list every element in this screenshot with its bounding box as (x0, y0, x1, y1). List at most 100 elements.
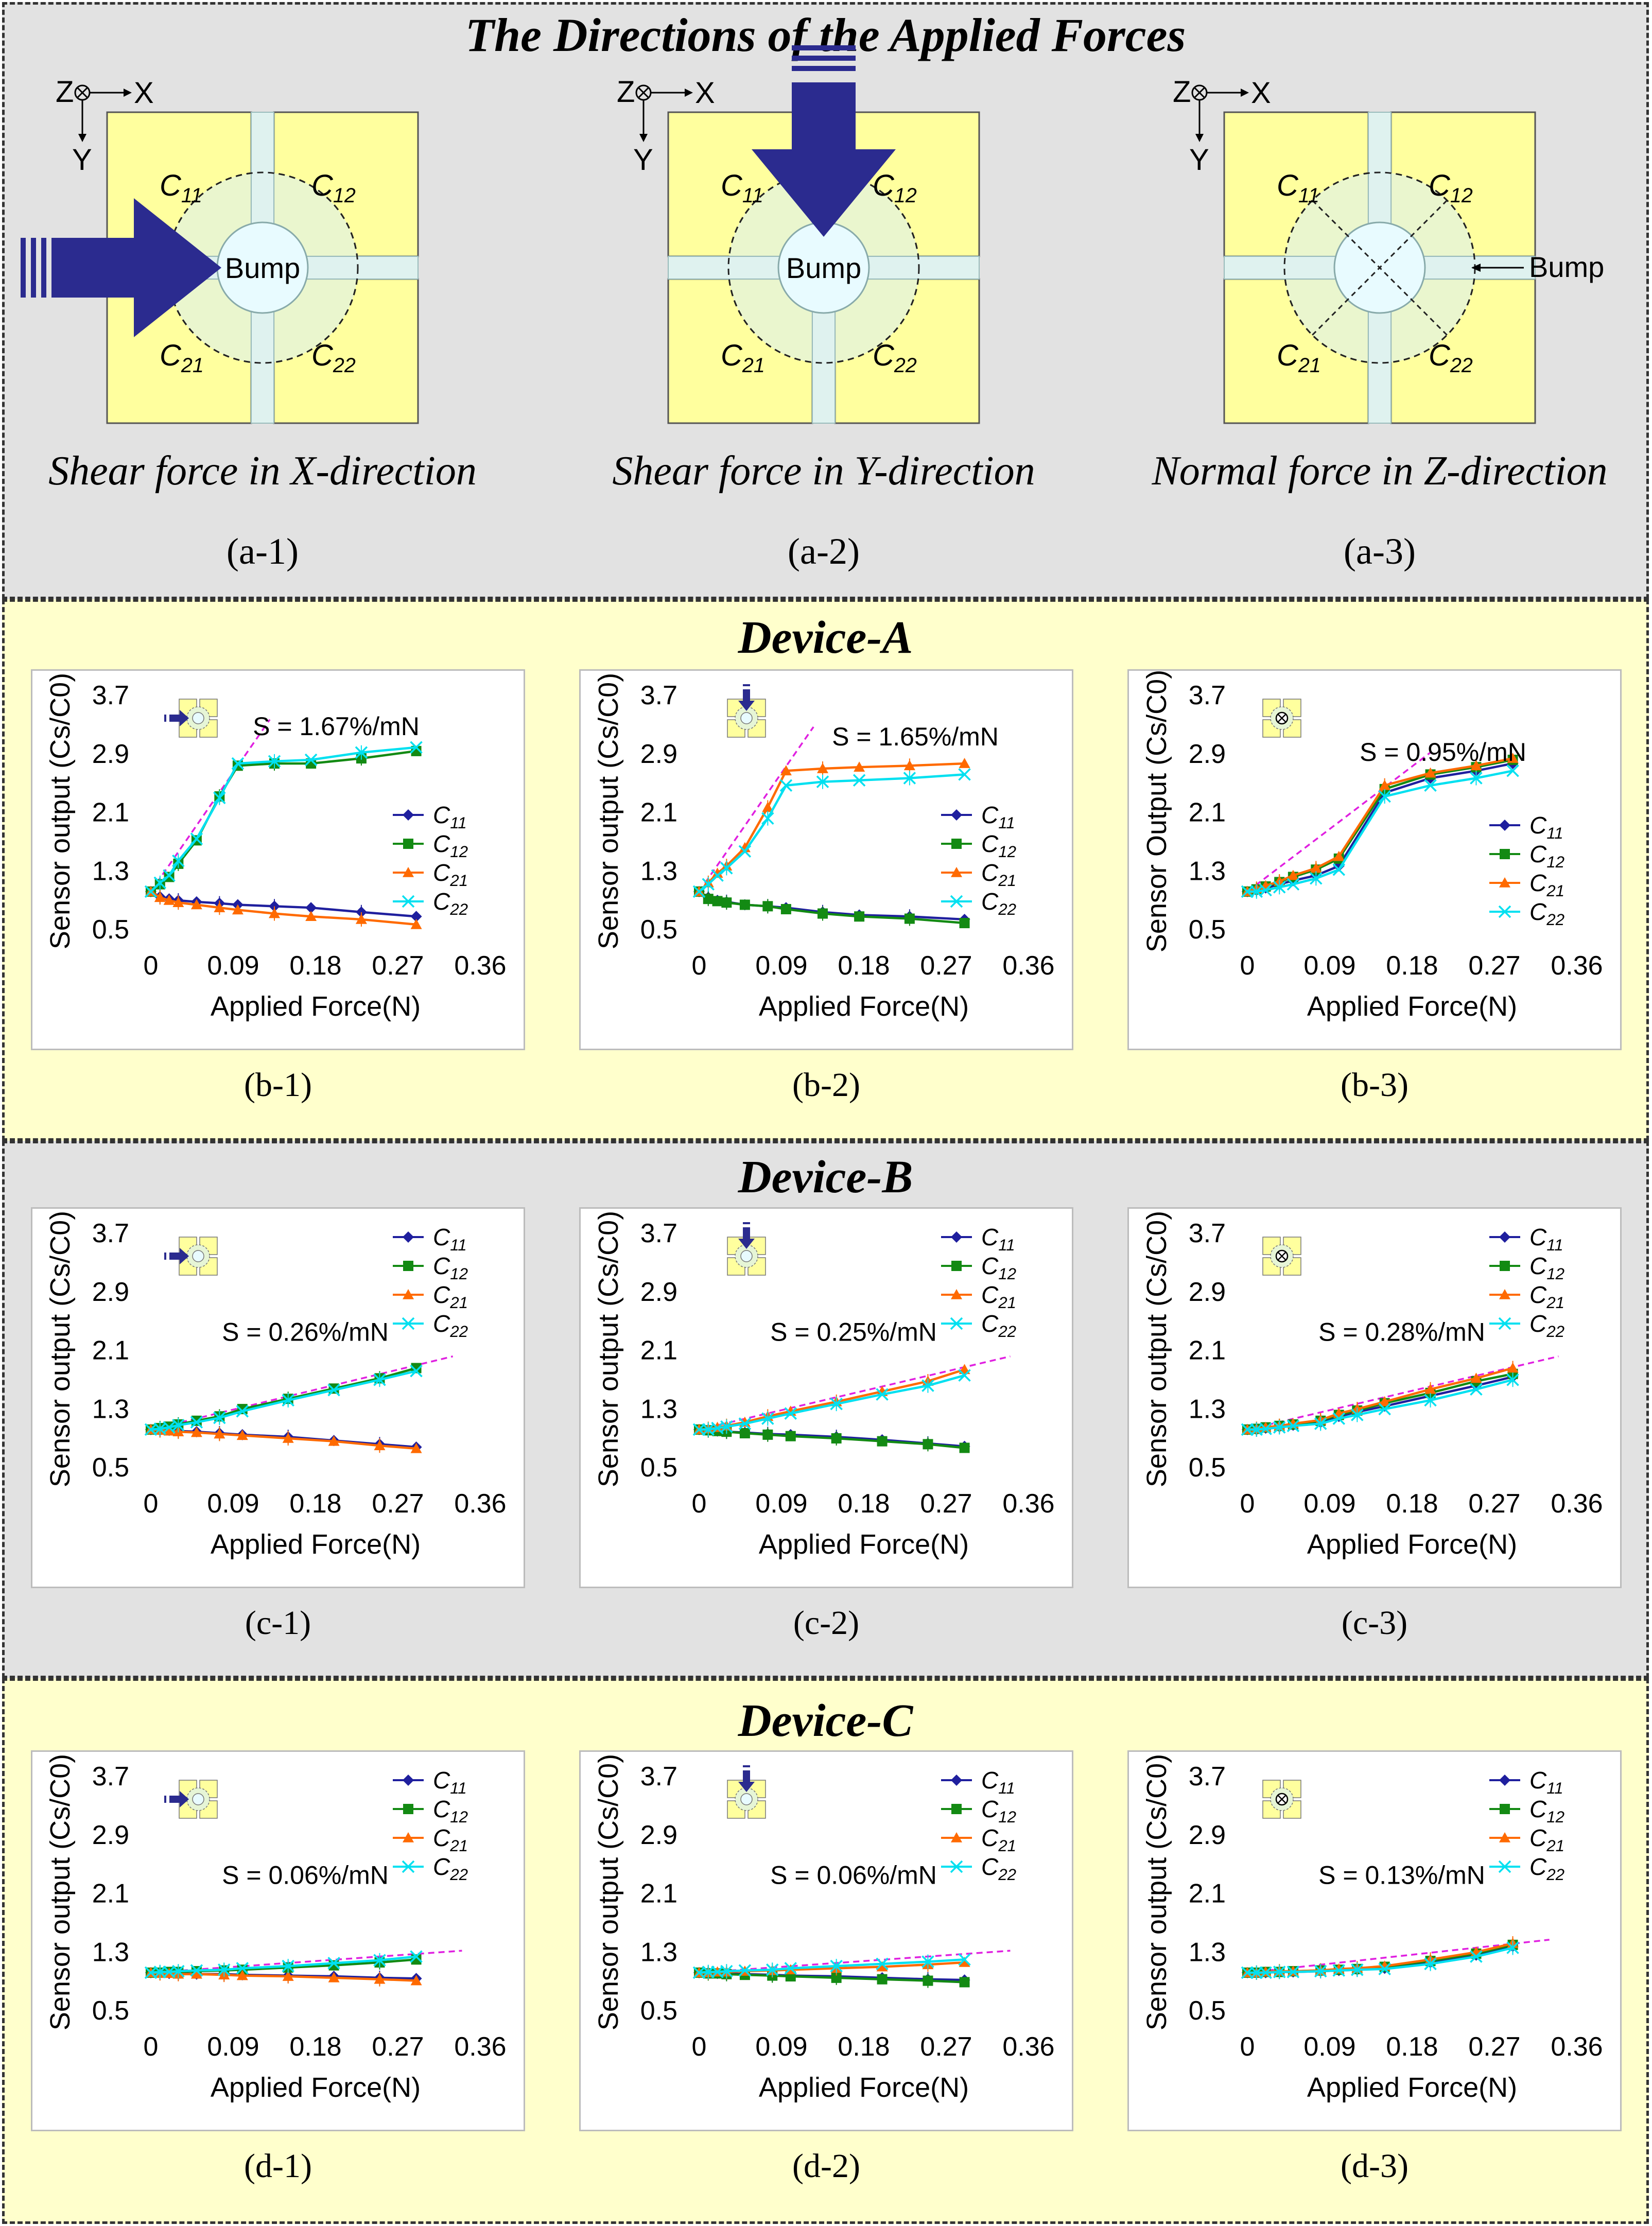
series-line-c21 (150, 1428, 416, 1450)
legend-marker-c11 (1499, 1775, 1510, 1786)
data-point-c22 (738, 845, 752, 858)
data-point-c22 (1286, 878, 1300, 891)
sensitivity-label: S = 0.06%/mN (770, 1860, 937, 1889)
data-point-c21 (1424, 767, 1436, 778)
data-point-c21 (410, 918, 422, 929)
legend-marker-c22 (950, 895, 963, 908)
data-point-c22 (1259, 1422, 1272, 1435)
legend-marker-c22 (1498, 905, 1511, 918)
sensitivity-fit-line (1247, 1355, 1559, 1431)
legend-marker-c21 (403, 1289, 414, 1299)
x-tick-label: 0.27 (372, 1489, 424, 1519)
y-axis-title: Sensor output (Cs/C0) (45, 1754, 76, 2030)
sensitivity-label: S = 0.95%/mN (1360, 738, 1526, 767)
data-point-c22 (1378, 1402, 1391, 1416)
diagram-label-2: (a-2) (788, 531, 860, 572)
y-tick-label: 0.5 (92, 1996, 129, 2026)
data-point-c21 (959, 758, 970, 768)
x-tick-label: 0.09 (1303, 951, 1355, 981)
x-tick-label: 0.36 (454, 951, 506, 981)
data-point-c21 (328, 1972, 340, 1982)
data-point-c22 (1241, 1423, 1254, 1436)
label-c11: C11 (160, 169, 202, 207)
axis-label-y: Y (633, 143, 653, 177)
data-point-c22 (1332, 863, 1346, 876)
data-point-c22 (1273, 881, 1286, 894)
data-point-c12 (721, 897, 732, 908)
device-c-title: Device-C (738, 1695, 913, 1746)
legend-marker-c11 (403, 1775, 414, 1786)
legend-marker-c11 (951, 1775, 962, 1786)
chart-svg-d-3: 0.5 1.3 2.1 2.9 3.7 0 0.09 0.18 0.27 0.36 Applied … (1141, 1754, 1603, 2103)
x-axis-arrowhead (685, 89, 693, 97)
data-point-c12 (877, 1974, 888, 1985)
axis-label-z: Z (56, 75, 74, 109)
x-tick-label: 0.18 (1386, 2032, 1438, 2062)
data-point-c22 (1424, 779, 1437, 792)
bump-label: Bump (1529, 251, 1604, 283)
data-point-c22 (373, 1954, 386, 1967)
sensitivity-label: S = 1.67%/mN (253, 712, 420, 741)
data-point-c22 (1424, 1394, 1437, 1407)
y-tick-label: 2.1 (1189, 1879, 1226, 1909)
y-tick-label: 1.3 (640, 1937, 677, 1967)
data-point-c22 (1259, 883, 1272, 897)
legend-label-c11: C11 (981, 802, 1015, 832)
legend-marker-c22 (402, 1317, 415, 1330)
sensitivity-fit-line (1247, 1939, 1550, 1974)
legend-label-c22: C22 (981, 1310, 1016, 1341)
data-point-c21 (1470, 760, 1482, 771)
force-arrow-tail-2 (792, 56, 856, 61)
legend-marker-c12 (1500, 1261, 1510, 1271)
data-point-c22 (410, 1950, 423, 1963)
data-point-c22 (231, 757, 245, 770)
force-arrow-y-icon (738, 1770, 755, 1792)
data-point-c22 (711, 869, 724, 882)
y-tick-label: 0.5 (1189, 1453, 1226, 1483)
diagram-caption-2: Shear force in Y-direction (612, 448, 1035, 494)
data-point-c22 (1351, 1963, 1364, 1976)
y-tick-label: 1.3 (1189, 1394, 1226, 1424)
x-tick-label: 0.18 (289, 951, 341, 981)
data-point-c22 (1286, 1419, 1300, 1433)
axis-label-z: Z (1173, 75, 1191, 109)
data-point-c22 (1470, 1950, 1483, 1963)
x-tick-label: 0.18 (289, 2032, 341, 2062)
x-tick-label: 0.09 (1303, 2032, 1355, 2062)
chart-svg-b-3: 0.5 1.3 2.1 2.9 3.7 0 0.09 0.18 0.27 0.36 Applied … (1141, 671, 1603, 1022)
data-point-c21 (269, 908, 280, 918)
force-arrow-x-icon (169, 710, 189, 726)
x-tick-label: 0.27 (1468, 2032, 1520, 2062)
data-point-c22 (1259, 1966, 1272, 1979)
sensitivity-fit-line (698, 726, 814, 892)
y-axis-title: Sensor output (Cs/C0) (1141, 1754, 1172, 2030)
x-tick-label: 0.27 (1468, 1489, 1520, 1519)
data-point-c22 (853, 774, 866, 787)
data-point-c22 (282, 1394, 294, 1407)
legend-marker-c11 (951, 1231, 962, 1243)
diagram-label-3: (a-3) (1344, 531, 1416, 572)
legend-marker-c21 (951, 1289, 962, 1299)
y-axis-title: Sensor Output (Cs/C0) (1141, 671, 1172, 952)
axis-label-x: X (1251, 76, 1271, 110)
data-point-c21 (1379, 779, 1390, 790)
data-point-c22 (327, 1383, 340, 1397)
sensitivity-label: S = 0.13%/mN (1318, 1860, 1485, 1889)
y-tick-label: 3.7 (1189, 1219, 1226, 1248)
data-point-c12 (762, 901, 773, 912)
data-point-c22 (1470, 772, 1483, 785)
legend-marker-c22 (950, 1860, 963, 1873)
legend-label-c12: C12 (1529, 1253, 1564, 1283)
data-point-c22 (1241, 1966, 1254, 1979)
data-point-c22 (282, 1959, 294, 1973)
chart-c-1: 0.5 1.3 2.1 2.9 3.7 0 0.09 0.18 0.27 0.36 Applied … (31, 1207, 525, 1588)
x-tick-label: 0.36 (1551, 1489, 1603, 1519)
diagram-caption-1: Shear force in X-direction (48, 448, 477, 494)
data-point-c22 (153, 1966, 167, 1978)
label-c21: C21 (1277, 339, 1321, 377)
x-axis-title: Applied Force(N) (1307, 1529, 1517, 1560)
legend-marker-c21 (403, 867, 414, 877)
sensitivity-fit-line (699, 1355, 1011, 1431)
legend-marker-c11 (1499, 820, 1510, 831)
legend-marker-c12 (951, 839, 962, 849)
